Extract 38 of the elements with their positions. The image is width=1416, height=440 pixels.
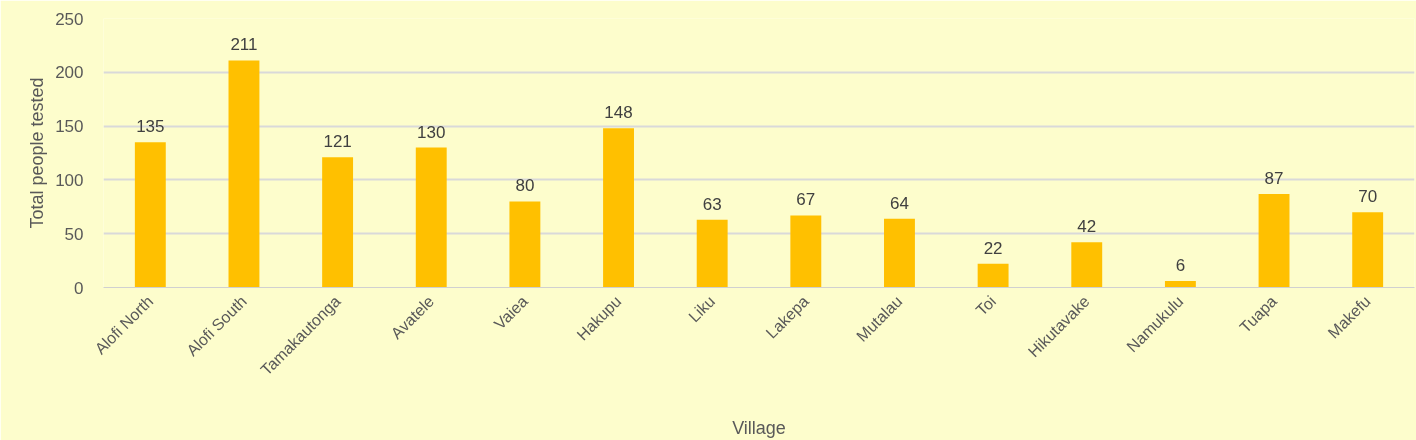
data-label: 42 xyxy=(1077,217,1097,237)
y-tick-label: 150 xyxy=(55,117,84,137)
data-label: 67 xyxy=(796,190,816,210)
y-tick-label: 50 xyxy=(64,224,84,244)
data-label: 70 xyxy=(1358,187,1378,207)
y-tick-label: 250 xyxy=(55,9,84,29)
bar xyxy=(790,215,822,288)
bar xyxy=(1352,212,1384,288)
data-label: 6 xyxy=(1175,256,1186,276)
bar xyxy=(1071,242,1103,288)
data-label: 130 xyxy=(417,122,446,142)
data-label: 87 xyxy=(1264,168,1284,188)
y-tick-label: 100 xyxy=(55,170,84,190)
bar xyxy=(322,157,354,288)
data-label: 63 xyxy=(702,194,722,214)
data-label: 121 xyxy=(323,132,352,152)
bar xyxy=(977,263,1009,288)
bar xyxy=(603,128,634,288)
data-label: 22 xyxy=(983,238,1003,258)
bar xyxy=(228,60,260,288)
data-label: 211 xyxy=(230,35,258,55)
x-axis-title: Village xyxy=(732,417,786,438)
data-label: 64 xyxy=(890,193,909,213)
bar xyxy=(509,201,541,288)
y-tick-label: 200 xyxy=(55,63,84,83)
data-label: 148 xyxy=(604,103,633,123)
data-label: 135 xyxy=(136,117,165,137)
y-axis-title: Total people tested xyxy=(27,77,48,229)
bar xyxy=(1258,193,1290,288)
bar xyxy=(884,218,915,288)
bar xyxy=(696,219,728,288)
y-tick-label: 0 xyxy=(74,278,84,298)
bar xyxy=(1164,281,1196,288)
x-tick-label: Toi xyxy=(972,292,1000,319)
data-label: 80 xyxy=(515,176,535,196)
bar xyxy=(415,147,447,288)
bar xyxy=(134,142,166,288)
x-tick-label: Liku xyxy=(685,292,719,326)
